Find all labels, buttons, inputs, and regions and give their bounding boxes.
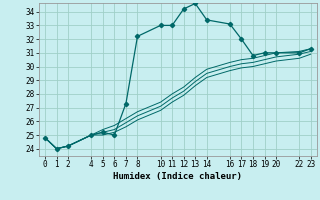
X-axis label: Humidex (Indice chaleur): Humidex (Indice chaleur) (113, 172, 243, 181)
